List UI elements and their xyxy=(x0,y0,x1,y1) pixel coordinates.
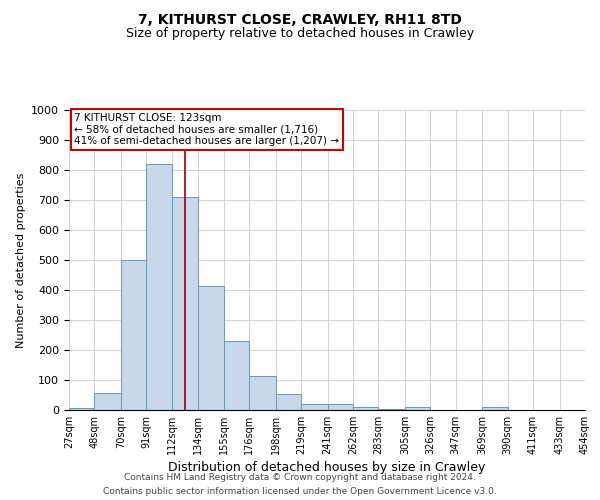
Bar xyxy=(405,407,430,410)
Bar xyxy=(224,341,249,410)
Bar xyxy=(121,260,146,410)
Bar xyxy=(275,394,301,410)
Text: 7, KITHURST CLOSE, CRAWLEY, RH11 8TD: 7, KITHURST CLOSE, CRAWLEY, RH11 8TD xyxy=(138,12,462,26)
Bar xyxy=(172,197,199,410)
Bar xyxy=(146,164,172,410)
Text: Contains HM Land Registry data © Crown copyright and database right 2024.: Contains HM Land Registry data © Crown c… xyxy=(124,472,476,482)
Text: 7 KITHURST CLOSE: 123sqm
← 58% of detached houses are smaller (1,716)
41% of sem: 7 KITHURST CLOSE: 123sqm ← 58% of detach… xyxy=(74,113,339,146)
Bar xyxy=(328,404,353,410)
X-axis label: Distribution of detached houses by size in Crawley: Distribution of detached houses by size … xyxy=(169,461,485,474)
Bar xyxy=(94,393,121,410)
Text: Contains public sector information licensed under the Open Government Licence v3: Contains public sector information licen… xyxy=(103,488,497,496)
Bar xyxy=(249,376,275,410)
Y-axis label: Number of detached properties: Number of detached properties xyxy=(16,172,26,348)
Bar xyxy=(199,286,224,410)
Text: Size of property relative to detached houses in Crawley: Size of property relative to detached ho… xyxy=(126,28,474,40)
Bar xyxy=(69,408,94,410)
Bar xyxy=(301,404,328,410)
Bar xyxy=(353,407,379,410)
Bar xyxy=(379,408,405,410)
Bar xyxy=(482,407,508,410)
